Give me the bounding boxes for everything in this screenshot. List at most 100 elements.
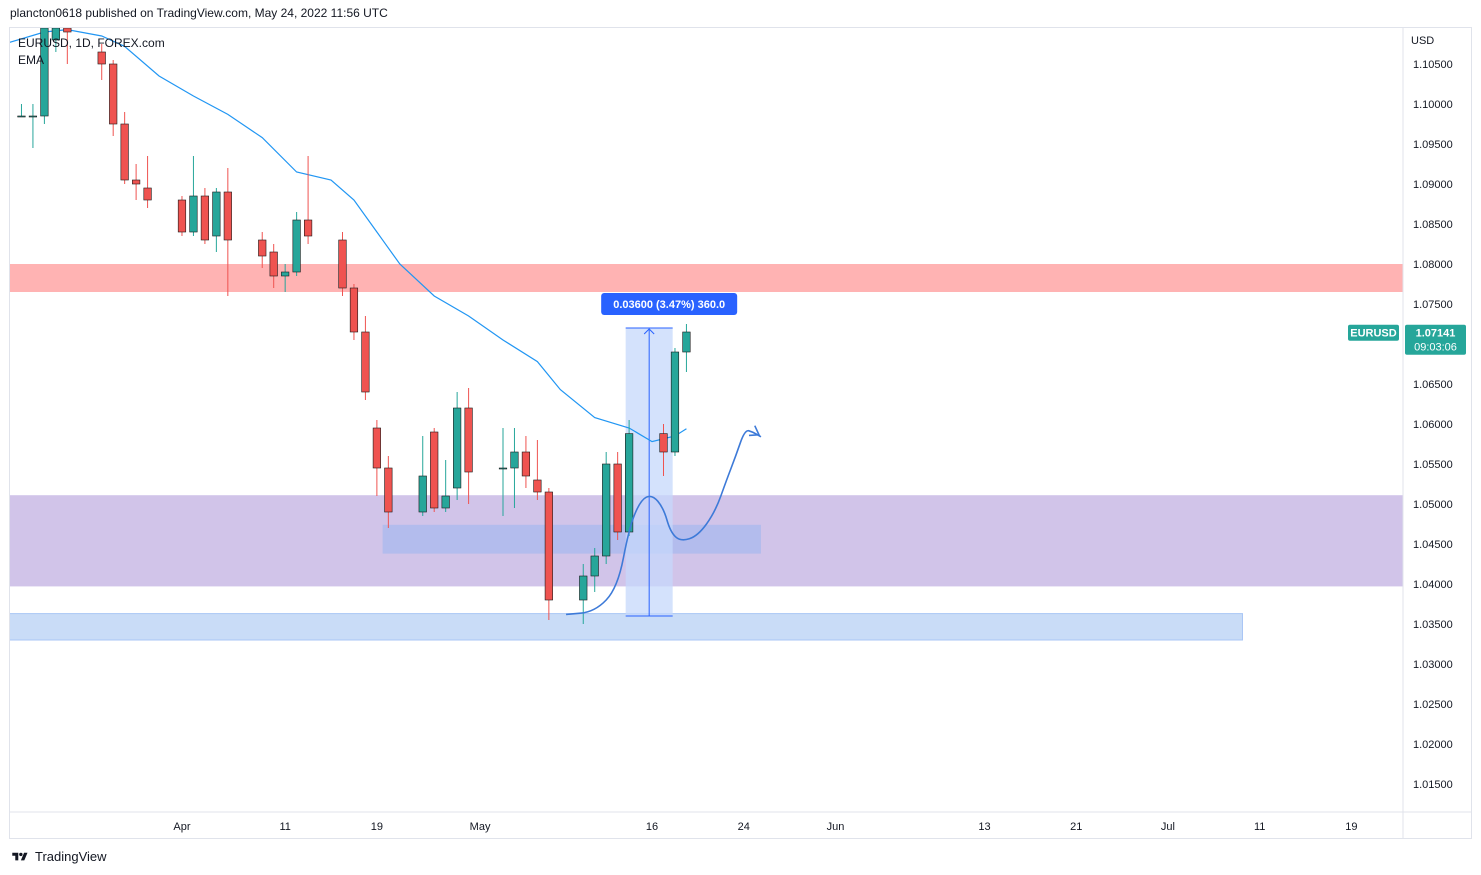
symbol-tag-bg [1348,324,1399,341]
footer[interactable]: TradingView [10,849,107,864]
candle-body [109,63,118,125]
candle [441,460,450,512]
candle [533,440,542,500]
candle [464,388,473,504]
candle-body [613,463,622,533]
ema-line [10,28,687,443]
measure-label-bg [601,293,738,315]
candle [602,452,611,564]
candle-body [212,191,221,237]
chart-frame [9,27,1472,839]
candle [189,156,198,236]
candle [670,348,680,456]
candle [430,428,439,512]
candle [212,188,221,252]
candle-body [51,28,60,41]
candle [418,436,427,516]
time-tick: Jun [827,821,845,833]
time-tick: Jul [1161,821,1175,833]
candle-body [521,451,531,477]
price-tick: 1.09500 [1413,139,1453,151]
candle-body [430,431,439,509]
candle-body [510,451,519,469]
candle [292,212,301,276]
candle [63,28,72,64]
candle-body [223,191,232,241]
price-tick: 1.08000 [1413,259,1453,271]
last-price-tag-bg [1405,324,1466,355]
candle [223,168,232,296]
last-price-value: 1.07141 [1416,328,1456,340]
candle [177,196,187,236]
price-tick: 1.02000 [1413,739,1453,751]
price-tick: 1.10500 [1413,59,1453,71]
candle-body [97,51,106,65]
candle-body [338,239,347,289]
time-tick: 24 [738,821,750,833]
candles-layer [17,28,691,624]
candle-body [361,331,370,393]
candle-body [441,495,450,509]
candle-body [682,331,691,353]
candle [40,28,49,124]
legend-ema: EMA [18,53,45,67]
candle [682,324,691,372]
candle [132,164,141,200]
candle [109,60,118,136]
candle-body [132,179,141,185]
candle [143,156,152,208]
candle-body [464,407,473,473]
price-tick: 1.05500 [1413,459,1453,471]
candle-body [453,407,462,489]
candle-body [670,351,680,453]
candle-body [625,433,634,533]
price-axis-currency: USD [1411,35,1434,47]
candle [453,392,462,500]
ema-layer [10,28,687,443]
published-line: plancton0618 published on TradingView.co… [10,6,388,20]
price-tick: 1.10000 [1413,99,1453,111]
candle-body [602,463,611,557]
time-tick: 21 [1070,821,1082,833]
candle [521,436,531,488]
price-tick: 1.07500 [1413,299,1453,311]
candle [269,244,278,288]
candle-body [63,28,72,33]
candle-body [28,115,38,118]
candle [349,284,359,340]
zones-layer [10,264,1403,641]
candle-body [189,195,198,233]
candle-body [349,287,359,333]
price-tick: 1.06000 [1413,419,1453,431]
candle-body [498,467,508,470]
price-tick: 1.06500 [1413,379,1453,391]
candle-body [304,219,313,237]
candle-body [418,475,427,513]
axis-layer: USD 1.10500 1.10000 1.09500 1.09000 1.08500 1.… [10,28,1471,838]
candle [338,232,347,296]
symbol-tag: EURUSD [1350,328,1397,340]
candle-body [544,491,553,601]
candle [28,104,38,148]
candle-body [120,123,129,181]
candle-body [281,271,290,277]
time-tick: 13 [978,821,990,833]
price-tick: 1.04000 [1413,579,1453,591]
price-tick: 1.03500 [1413,619,1453,631]
candle-body [292,219,301,273]
time-tick: May [470,821,491,833]
candle [613,452,622,540]
candle [372,420,381,496]
time-tick: Apr [173,821,190,833]
price-tick: 1.04500 [1413,539,1453,551]
candle-body [533,479,542,493]
measure-layer [625,327,673,617]
projection-layer [565,425,762,616]
candle [258,232,267,268]
candle [17,104,26,118]
candle [361,316,370,400]
zone-low [10,613,1243,641]
candle [200,188,209,244]
candle [590,548,599,592]
